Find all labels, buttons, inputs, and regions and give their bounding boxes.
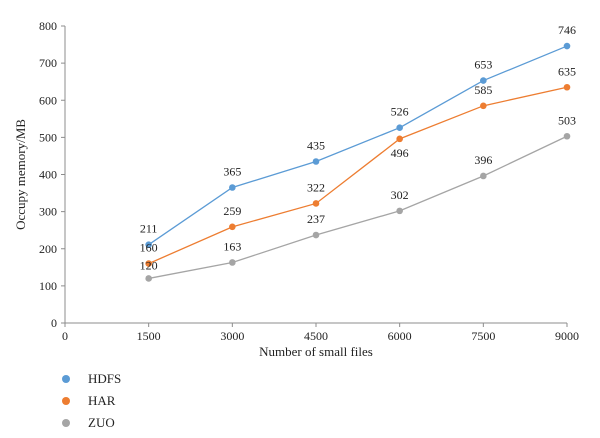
data-label-hdfs: 435 (307, 139, 325, 153)
data-point-hdfs (480, 77, 487, 84)
y-tick-label: 300 (39, 205, 57, 219)
series-line-zuo (148, 135, 568, 280)
data-point-zuo (563, 132, 571, 140)
y-axis-title: Occupy memory/MB (13, 119, 28, 230)
legend-label: HAR (88, 393, 116, 408)
x-tick-label: 3000 (220, 329, 244, 343)
data-point-har (480, 102, 487, 110)
data-label-har: 635 (558, 64, 576, 78)
data-point-hdfs (145, 241, 152, 248)
data-label-har: 160 (140, 241, 158, 255)
legend-item-har: HAR (62, 390, 121, 412)
series-line-hdfs (148, 45, 568, 246)
data-label-hdfs: 653 (474, 58, 492, 72)
y-tick-label: 700 (39, 56, 57, 70)
data-labels: 211 365 435 526 653 746 160 259 322 496 585 635 120 1… (140, 23, 576, 272)
legend-label: ZUO (88, 415, 115, 430)
data-point-zuo (229, 259, 236, 266)
y-tick-label: 400 (39, 168, 57, 182)
x-tick-label: 4500 (304, 329, 328, 343)
legend-item-zuo: ZUO (62, 412, 121, 434)
data-point-hdfs (396, 124, 403, 132)
legend-marker-icon (62, 397, 70, 405)
data-point-har (312, 200, 320, 207)
series-line-har (148, 86, 568, 265)
data-label-hdfs: 526 (391, 105, 409, 119)
legend-label: HDFS (88, 371, 122, 386)
data-point-har (396, 135, 403, 143)
data-label-har: 322 (307, 180, 325, 194)
y-tick-label: 0 (51, 316, 57, 330)
data-label-har: 496 (391, 146, 409, 160)
data-point-zuo (480, 172, 487, 180)
legend: HDFS HAR ZUO (62, 368, 121, 434)
data-point-har (563, 83, 571, 91)
data-label-hdfs: 365 (223, 164, 241, 178)
data-label-zuo: 396 (474, 153, 492, 167)
data-point-hdfs (312, 158, 320, 165)
data-point-hdfs (563, 42, 571, 50)
x-tick-label: 9000 (555, 329, 579, 343)
data-point-hdfs (229, 184, 236, 191)
y-tick-label: 200 (39, 242, 57, 256)
y-tick-label: 600 (39, 93, 57, 107)
legend-marker-icon (62, 419, 70, 427)
data-point-har (229, 223, 236, 231)
y-tick-label: 500 (39, 130, 57, 144)
data-point-zuo (312, 231, 320, 239)
x-tick-label: 7500 (471, 329, 495, 343)
data-label-hdfs: 211 (140, 222, 158, 236)
data-label-zuo: 302 (391, 188, 409, 202)
axes: 0 100 200 300 400 500 600 700 800 0 1500 3000 4500 60… (39, 19, 579, 343)
data-label-hdfs: 746 (558, 23, 576, 37)
y-tick-label: 800 (39, 19, 57, 33)
series-group (145, 42, 571, 282)
x-axis-title: Number of small files (259, 344, 373, 359)
data-label-zuo: 163 (223, 239, 241, 253)
x-tick-label: 0 (62, 329, 68, 343)
x-tick-label: 1500 (137, 329, 161, 343)
legend-marker-icon (62, 375, 70, 383)
data-point-har (145, 260, 152, 267)
legend-item-hdfs: HDFS (62, 368, 121, 390)
data-label-zuo: 503 (558, 113, 576, 127)
data-point-zuo (396, 207, 403, 215)
data-label-har: 259 (223, 204, 241, 218)
data-label-zuo: 237 (307, 212, 325, 226)
y-tick-label: 100 (39, 279, 57, 293)
data-label-har: 585 (474, 83, 492, 97)
data-label-zuo: 120 (140, 258, 158, 272)
data-point-zuo (145, 275, 152, 282)
x-tick-label: 6000 (388, 329, 412, 343)
